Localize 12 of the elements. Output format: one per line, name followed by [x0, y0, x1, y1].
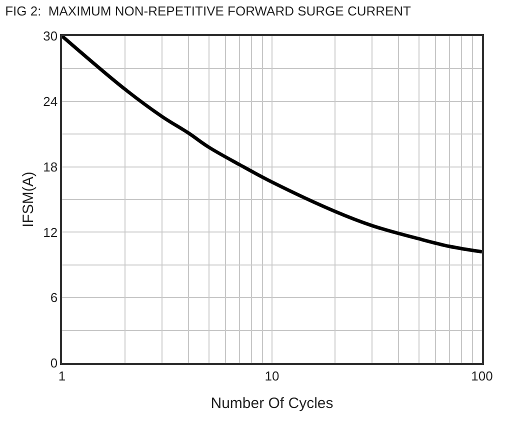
x-tick-label: 100 — [471, 368, 493, 384]
y-tick-label: 12 — [43, 224, 58, 240]
x-tick-label: 1 — [58, 368, 66, 384]
y-tick-label: 24 — [43, 94, 58, 109]
chart-title: FIG 2: MAXIMUM NON-REPETITIVE FORWARD SURGE CURRENT — [5, 3, 412, 18]
y-tick-label: 6 — [50, 290, 58, 306]
x-tick-label: 10 — [264, 368, 280, 384]
x-axis-title: Number Of Cycles — [210, 394, 334, 412]
y-tick-label: 0 — [50, 356, 58, 371]
y-tick-label: 30 — [43, 28, 58, 44]
y-tick-label: 18 — [43, 159, 58, 174]
y-axis-title: IFSM(A) — [20, 172, 37, 228]
